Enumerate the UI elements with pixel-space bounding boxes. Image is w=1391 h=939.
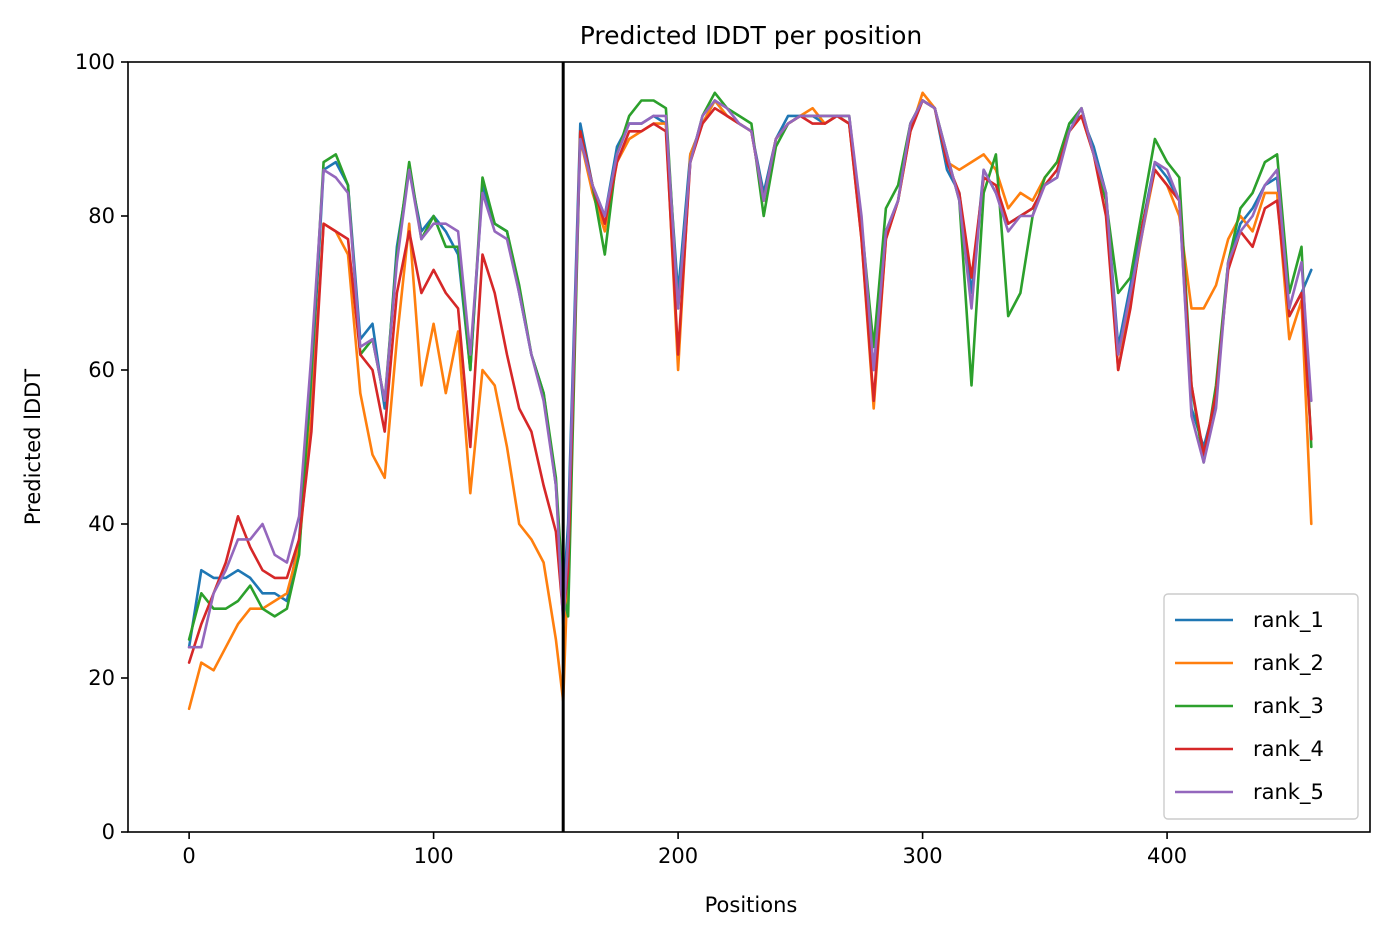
- x-tick-label: 100: [414, 844, 454, 868]
- chart-title: Predicted lDDT per position: [580, 21, 922, 50]
- legend: rank_1 rank_2 rank_3 rank_4 rank_5: [1163, 593, 1359, 820]
- y-tick-label: 20: [88, 666, 115, 690]
- x-tick-label: 200: [658, 844, 698, 868]
- legend-box: [1163, 593, 1359, 820]
- y-axis-title: Predicted lDDT: [21, 369, 45, 525]
- x-axis: 0 100 200 300 400: [182, 832, 1187, 868]
- x-axis-title: Positions: [705, 893, 798, 917]
- x-tick-label: 300: [903, 844, 943, 868]
- y-tick-label: 80: [88, 204, 115, 228]
- legend-label-rank_1: rank_1: [1253, 608, 1324, 633]
- y-tick-label: 40: [88, 512, 115, 536]
- legend-label-rank_5: rank_5: [1253, 780, 1324, 805]
- x-tick-label: 400: [1147, 844, 1187, 868]
- series-line-rank_5: [187, 99, 1313, 649]
- plot-frame: [127, 61, 1371, 833]
- legend-label-rank_4: rank_4: [1253, 737, 1324, 762]
- y-tick-label: 100: [75, 50, 115, 74]
- y-tick-label: 60: [88, 358, 115, 382]
- x-tick-label: 0: [182, 844, 195, 868]
- y-axis: 0 20 40 60 80 100: [75, 50, 128, 844]
- legend-label-rank_3: rank_3: [1253, 694, 1324, 719]
- plot-lines: [187, 91, 1313, 711]
- legend-label-rank_2: rank_2: [1253, 651, 1324, 676]
- y-tick-label: 0: [102, 820, 115, 844]
